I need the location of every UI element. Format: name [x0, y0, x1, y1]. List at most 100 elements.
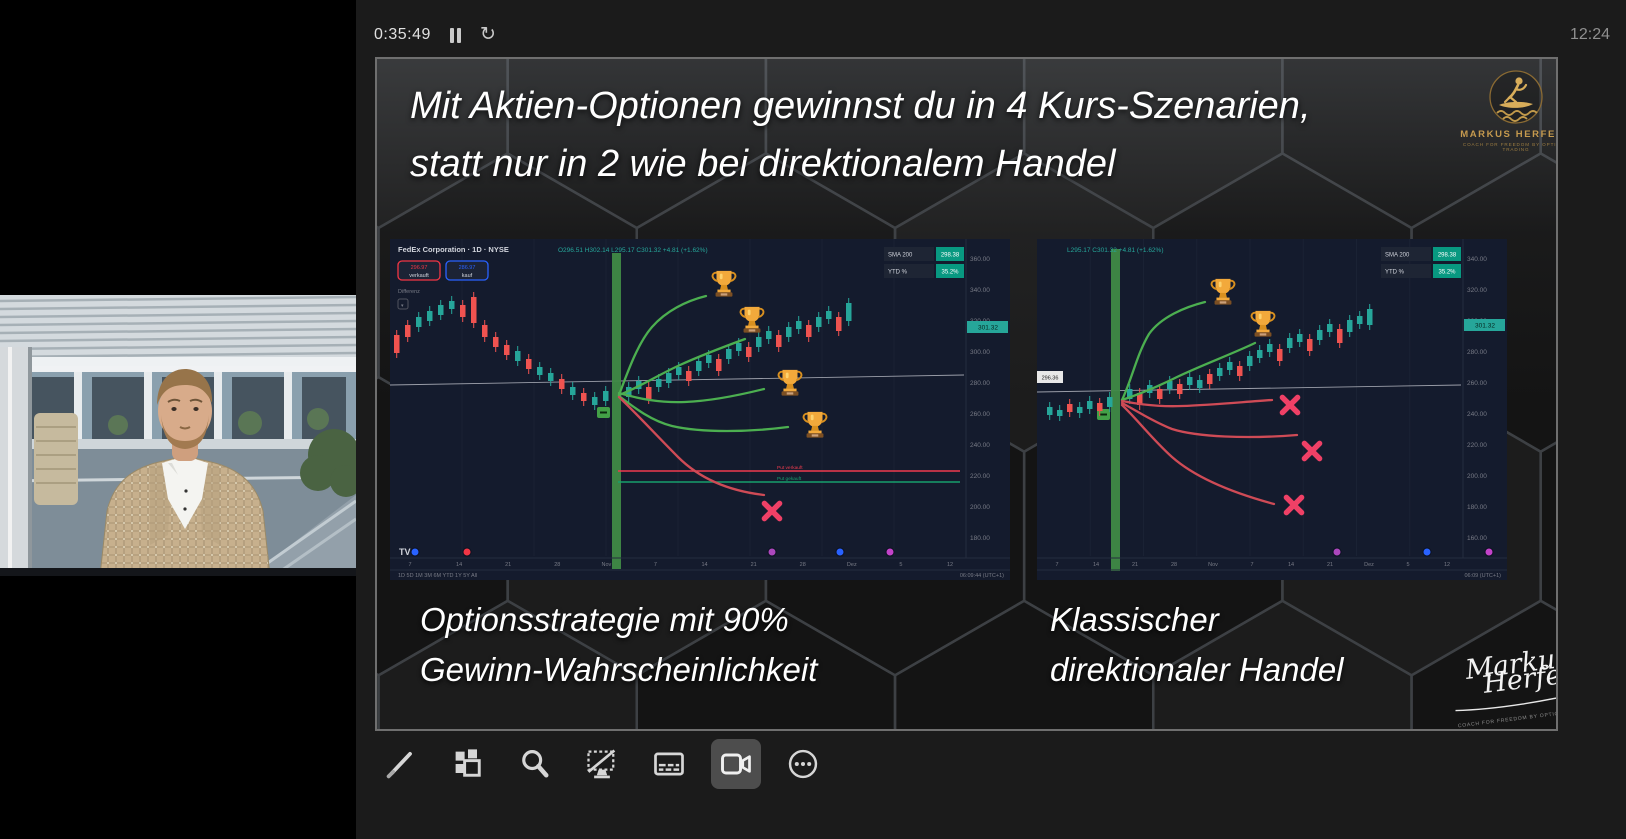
brand-logo: MARKUS HERFERT COACH FOR FREEDOM BY OPTI…: [1455, 69, 1557, 152]
svg-text:verkauft: verkauft: [409, 273, 429, 279]
svg-text:7: 7: [1055, 562, 1058, 568]
annotation-toolbar: [376, 732, 828, 796]
shared-screen-panel: 0:35:49 ↻ 12:24 Mit Aktien-Optionen gewi…: [356, 0, 1626, 839]
svg-text:280.00: 280.00: [970, 380, 990, 387]
chart-options-strategy: 360.00340.00320.00300.00280.00260.00240.…: [390, 239, 1010, 580]
caption-left: Optionsstrategie mit 90% Gewinn-Wahrsche…: [420, 601, 818, 688]
svg-text:200.00: 200.00: [970, 504, 990, 511]
svg-text:Dez: Dez: [847, 562, 857, 568]
layout-icon: [455, 749, 481, 777]
svg-text:7: 7: [654, 562, 657, 568]
svg-text:21: 21: [1132, 562, 1138, 568]
svg-text:180.00: 180.00: [970, 535, 990, 542]
svg-text:SMA 200: SMA 200: [888, 253, 913, 259]
svg-text:286.97: 286.97: [459, 265, 476, 271]
svg-text:Differenz: Differenz: [398, 289, 420, 295]
svg-text:200.00: 200.00: [1467, 473, 1487, 480]
svg-text:301.32: 301.32: [978, 325, 998, 332]
svg-text:kauf: kauf: [462, 273, 473, 279]
svg-text:21: 21: [1327, 562, 1333, 568]
camera-button[interactable]: [711, 739, 761, 789]
svg-text:7: 7: [408, 562, 411, 568]
svg-text:28: 28: [800, 562, 806, 568]
svg-text:300.00: 300.00: [970, 349, 990, 356]
webcam-scene: [0, 295, 362, 577]
svg-text:Put verkauft: Put verkauft: [777, 465, 803, 471]
layout-button[interactable]: [443, 739, 493, 789]
signature-flourish: [1455, 688, 1556, 712]
svg-text:340.00: 340.00: [970, 287, 990, 294]
svg-text:298.38: 298.38: [941, 253, 960, 259]
svg-text:220.00: 220.00: [970, 473, 990, 480]
svg-text:240.00: 240.00: [970, 442, 990, 449]
svg-text:360.00: 360.00: [970, 256, 990, 263]
zoom-button[interactable]: [510, 739, 560, 789]
brand-tagline: COACH FOR FREEDOM BY OPTIONS TRADING: [1462, 142, 1557, 152]
captions-icon: [654, 752, 684, 776]
svg-text:28: 28: [1171, 562, 1177, 568]
meeting-topbar: 0:35:49 ↻ 12:24: [356, 0, 1626, 56]
svg-text:220.00: 220.00: [1467, 442, 1487, 449]
slide-title: Mit Aktien-Optionen gewinnst du in 4 Kur…: [410, 85, 1311, 185]
svg-text:14: 14: [456, 562, 462, 568]
svg-text:L295.17 C301.32 +4.81 (+1.62: L295.17 C301.32 +4.81 (+1.62%): [1067, 247, 1164, 254]
more-button[interactable]: [778, 739, 828, 789]
clock: 12:24: [1569, 26, 1610, 43]
svg-text:O296.51 H302.14 L295.17 C30: O296.51 H302.14 L295.17 C301.32 +4.81 (+…: [558, 247, 708, 254]
magnifier-icon: [522, 750, 549, 778]
svg-text:320.00: 320.00: [1467, 287, 1487, 294]
brand-name: MARKUS HERFERT: [1460, 129, 1556, 140]
chart-directional-trade: 340.00320.00300.00280.00260.00240.00220.…: [1037, 239, 1507, 580]
svg-text:14: 14: [1093, 562, 1099, 568]
svg-text:28: 28: [554, 562, 560, 568]
svg-text:Nov: Nov: [1208, 562, 1218, 568]
svg-text:1D 5D 1M 3M 6M YTD 1Y 5: 1D 5D 1M 3M 6M YTD 1Y 5Y All: [398, 573, 477, 579]
svg-text:Dez: Dez: [1364, 562, 1374, 568]
webcam-video: [0, 295, 362, 577]
svg-text:296.97: 296.97: [411, 265, 428, 271]
svg-text:5: 5: [899, 562, 902, 568]
screen-share-off-button[interactable]: [577, 739, 627, 789]
presentation-slide: Mit Aktien-Optionen gewinnst du in 4 Kur…: [375, 57, 1558, 731]
svg-text:298.38: 298.38: [1438, 253, 1457, 259]
svg-text:280.00: 280.00: [1467, 349, 1487, 356]
screen-share-off-icon: [587, 749, 616, 779]
captions-button[interactable]: [644, 739, 694, 789]
more-icon: [788, 749, 818, 779]
svg-text:12: 12: [1444, 562, 1450, 568]
signature: Markus Herfert COACH FOR FREEDOM BY OPTI…: [1435, 641, 1556, 729]
presenter: [99, 369, 271, 577]
pen-button[interactable]: [376, 739, 426, 789]
pause-button[interactable]: [448, 28, 464, 43]
surfer-icon: [1489, 70, 1543, 124]
svg-text:FedEx Corporation · 1D · NYSE: FedEx Corporation · 1D · NYSE: [398, 245, 509, 254]
svg-text:Nov: Nov: [601, 562, 611, 568]
svg-text:SMA 200: SMA 200: [1385, 253, 1410, 259]
svg-text:35.2%: 35.2%: [941, 270, 959, 276]
svg-text:TV: TV: [399, 547, 411, 557]
svg-text:YTD %: YTD %: [888, 270, 908, 276]
svg-text:260.00: 260.00: [1467, 380, 1487, 387]
svg-text:▾: ▾: [401, 303, 404, 309]
svg-text:14: 14: [1288, 562, 1294, 568]
svg-text:21: 21: [505, 562, 511, 568]
svg-text:240.00: 240.00: [1467, 411, 1487, 418]
svg-text:14: 14: [701, 562, 707, 568]
svg-text:5: 5: [1406, 562, 1409, 568]
svg-text:340.00: 340.00: [1467, 256, 1487, 263]
svg-text:301.32: 301.32: [1475, 323, 1495, 330]
svg-text:7: 7: [1250, 562, 1253, 568]
svg-text:35.2%: 35.2%: [1438, 270, 1456, 276]
svg-text:Put gekauft: Put gekauft: [777, 476, 802, 482]
svg-text:180.00: 180.00: [1467, 504, 1487, 511]
svg-text:260.00: 260.00: [970, 411, 990, 418]
svg-text:06:09 (UTC+1): 06:09 (UTC+1): [1464, 573, 1501, 579]
refresh-icon[interactable]: ↻: [480, 23, 496, 45]
svg-text:06:09:44 (UTC+1): 06:09:44 (UTC+1): [960, 573, 1004, 579]
svg-text:296.36: 296.36: [1042, 376, 1059, 382]
camera-icon: [721, 753, 751, 775]
svg-text:12: 12: [947, 562, 953, 568]
caption-right: Klassischer direktionaler Handel: [1050, 601, 1344, 688]
svg-text:21: 21: [751, 562, 757, 568]
